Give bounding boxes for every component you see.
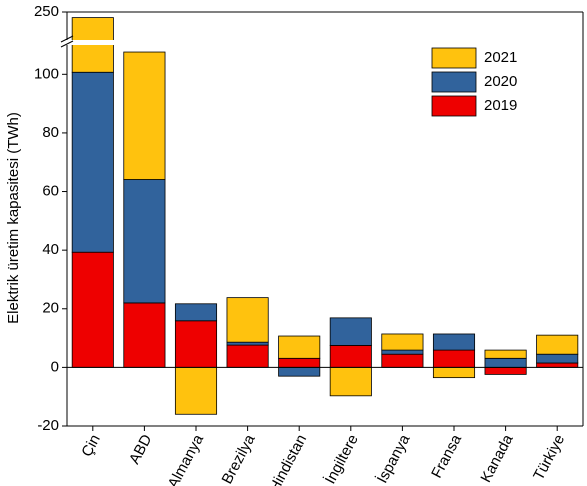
- bar-segment: [174, 303, 218, 322]
- x-tick-label: Almanya: [165, 431, 208, 486]
- y-tick-label: 80: [42, 124, 59, 141]
- bar-segment: [484, 357, 527, 368]
- bar-segment: [432, 366, 476, 379]
- axis-break-gap: [59, 40, 583, 45]
- bar-segment: [536, 353, 579, 364]
- y-tick-label: 0: [51, 358, 59, 375]
- bar-segment: [432, 333, 476, 351]
- legend-swatch: [431, 71, 477, 93]
- y-axis-label: Elektrik üretim kapasitesi (TWh): [5, 112, 22, 324]
- x-tick-label: Brezilya: [219, 431, 259, 486]
- bar-segment: [226, 344, 269, 368]
- y-tick-label: -20: [37, 417, 59, 434]
- legend-label: 2019: [484, 97, 517, 114]
- x-tick-label: Hindistan: [266, 432, 310, 486]
- bar-segment: [123, 51, 166, 180]
- bar-segment: [536, 334, 579, 355]
- bar-segment: [432, 349, 476, 368]
- x-tick-label: Kanada: [477, 431, 517, 485]
- break-mark: [60, 40, 74, 48]
- x-tick-label: Çin: [78, 432, 104, 460]
- legend-label: 2020: [484, 73, 517, 90]
- bar-segment: [329, 345, 372, 368]
- bar-segment: [381, 333, 424, 351]
- x-tick-label: Türkiye: [530, 432, 568, 483]
- bar-segment: [226, 341, 269, 346]
- bar-segment: [381, 353, 424, 368]
- bar-segment: [536, 362, 579, 368]
- legend-swatch: [431, 47, 477, 69]
- y-tick-label: 100: [34, 65, 59, 82]
- bar-segment: [278, 335, 321, 359]
- legend-label: 2021: [484, 49, 517, 66]
- break-mark: [60, 35, 74, 43]
- bar-segment: [71, 251, 114, 368]
- bar-segment: [484, 349, 527, 359]
- x-tick-label: Fransa: [428, 431, 465, 481]
- bar-segment: [381, 349, 424, 355]
- bar-segment: [278, 357, 321, 368]
- bar-segment: [226, 297, 269, 343]
- x-tick-label: İspanya: [373, 431, 414, 486]
- bar-segment: [123, 302, 166, 368]
- legend-swatch: [431, 95, 477, 117]
- x-tick-label: ABD: [126, 432, 156, 467]
- y-tick-label: 40: [42, 241, 59, 258]
- bar-segment: [278, 366, 321, 377]
- bar-segment: [71, 71, 114, 253]
- bar-segment: [329, 366, 372, 397]
- bar-segment: [484, 366, 527, 375]
- y-tick-label: 20: [42, 300, 59, 317]
- bar-segment: [174, 320, 218, 368]
- x-tick-label: İngiltere: [321, 431, 362, 486]
- bar-segment: [174, 366, 218, 415]
- bar-segment: [123, 179, 166, 304]
- y-tick-label: 60: [42, 183, 59, 200]
- bar-segment: [329, 317, 372, 346]
- y-tick-label: 250: [34, 3, 59, 20]
